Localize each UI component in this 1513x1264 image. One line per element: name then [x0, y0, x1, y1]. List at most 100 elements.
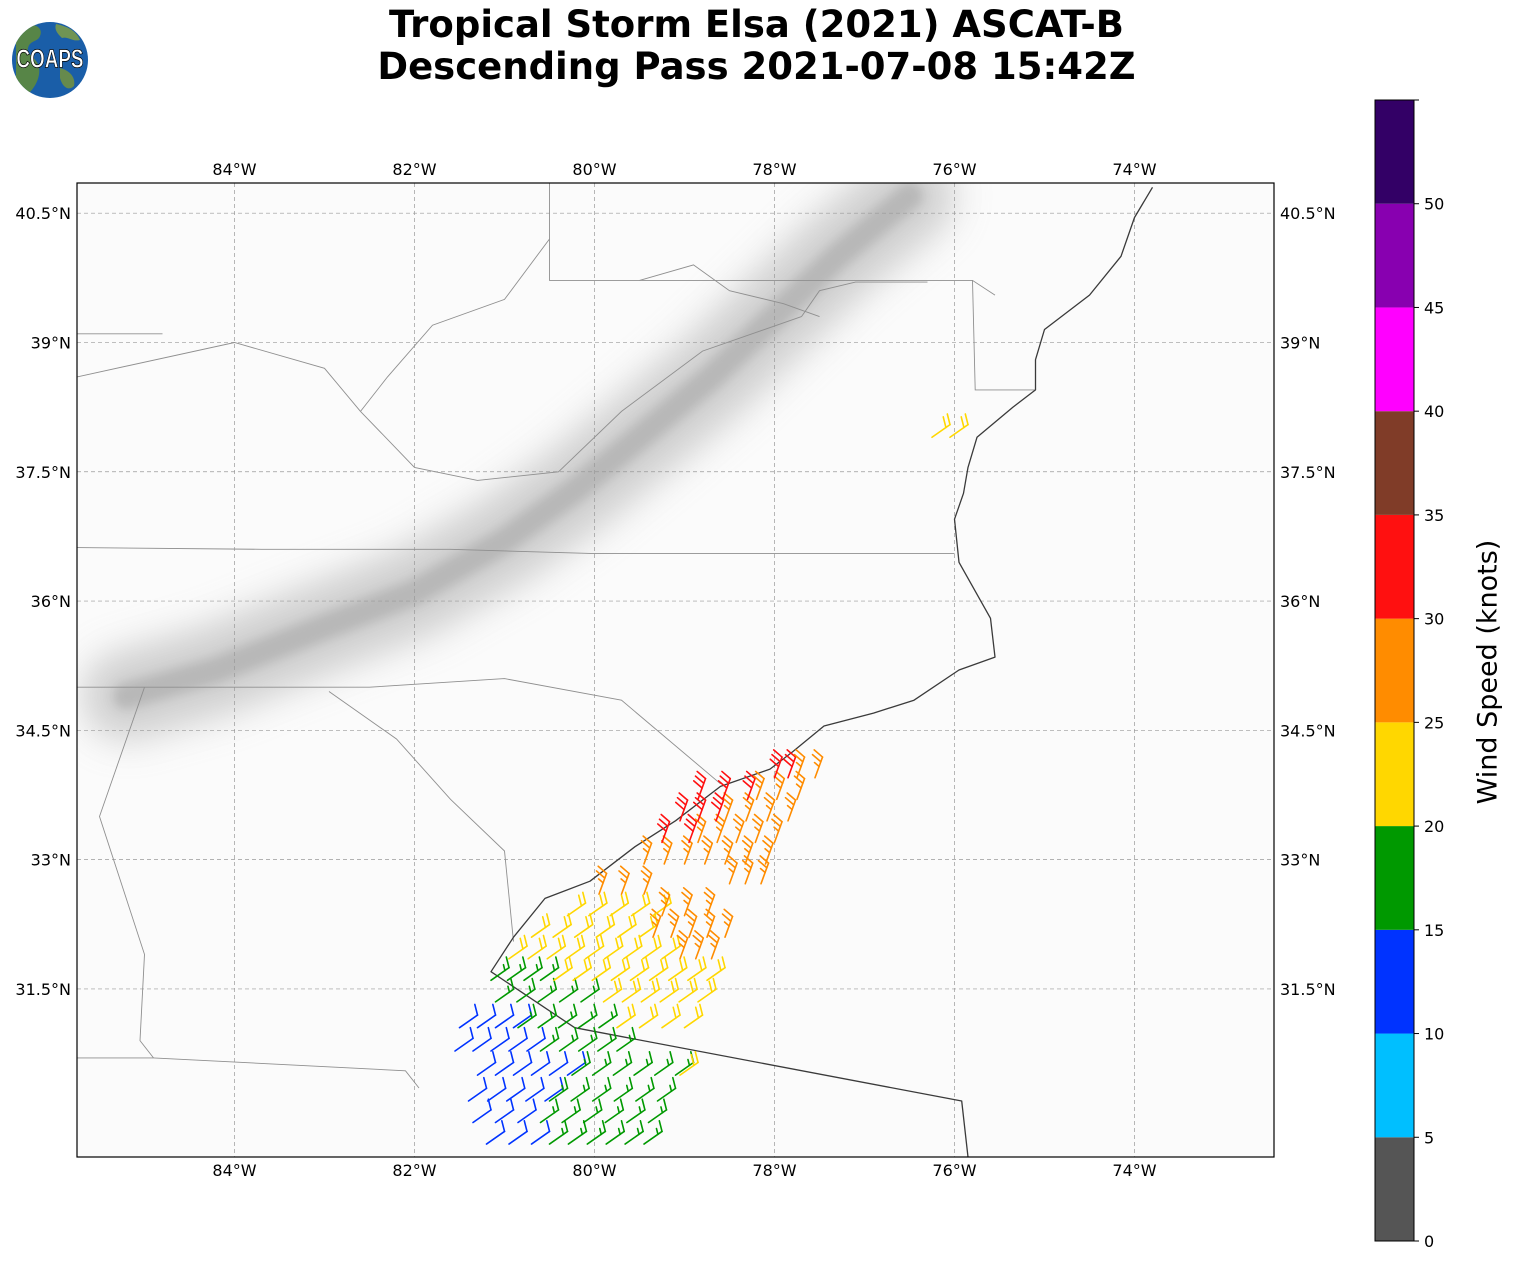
lon-ticks-top: 84°W 82°W 80°W 78°W 76°W 74°W — [212, 160, 1156, 179]
barb-flag — [627, 1006, 632, 1019]
barb-flag — [561, 934, 567, 947]
map-frame — [76, 182, 1275, 1158]
barb-staff — [494, 1061, 515, 1076]
barb-flag — [696, 792, 707, 801]
barb-flag — [694, 796, 705, 806]
barb-staff — [610, 966, 631, 982]
wind-barb — [526, 1026, 546, 1052]
wind-barb — [931, 413, 951, 439]
barb-flag — [681, 839, 692, 849]
colorbar — [1374, 99, 1415, 1242]
barb-flag — [567, 913, 572, 926]
wind-barb — [567, 1119, 588, 1145]
wind-barb — [633, 1051, 653, 1076]
barb-staff — [616, 1014, 636, 1029]
barb-staff — [744, 842, 754, 865]
barb-staff — [558, 988, 579, 1003]
wind-barb — [530, 1119, 551, 1145]
wind-barb — [643, 1119, 663, 1145]
barb-flag — [628, 1076, 634, 1090]
barb-flag — [732, 818, 743, 828]
wind-barb — [656, 1076, 677, 1102]
barb-flag — [678, 930, 689, 939]
barb-flag — [505, 1026, 510, 1040]
barb-staff — [530, 1130, 551, 1145]
barb-flag — [564, 1051, 569, 1064]
barb-flag — [743, 835, 754, 845]
barb-flag — [754, 770, 765, 780]
barb-staff — [604, 1109, 625, 1124]
lat-tick-label: 36°N — [1280, 592, 1320, 611]
barb-half-flag — [507, 985, 511, 993]
barb-staff — [508, 1037, 528, 1052]
wind-barb — [530, 913, 551, 939]
barb-flag — [752, 818, 762, 828]
barb-half-flag — [683, 847, 690, 854]
barb-flag — [717, 959, 722, 972]
state-border — [549, 183, 996, 296]
barb-flag — [606, 915, 612, 929]
barb-staff — [703, 842, 714, 865]
barb-flag — [593, 1026, 598, 1040]
barb-flag — [555, 956, 560, 969]
state-border — [360, 316, 802, 481]
colorbar-tick-label: 30 — [1424, 610, 1444, 629]
barb-half-flag — [683, 899, 690, 906]
barb-flag — [595, 870, 606, 879]
wind-barb — [674, 792, 689, 822]
barb-staff — [588, 902, 608, 917]
barb-flag — [685, 818, 696, 828]
barb-flag — [721, 839, 732, 849]
barb-staff — [508, 1130, 528, 1145]
wind-barb — [771, 813, 783, 844]
barb-staff — [605, 1130, 626, 1145]
barb-half-flag — [597, 878, 604, 884]
wind-barb — [577, 1003, 598, 1029]
barb-half-flag — [669, 921, 676, 927]
barb-flag — [742, 780, 753, 789]
barb-flag — [576, 1098, 581, 1111]
barb-staff — [516, 988, 536, 1003]
barb-flag — [546, 913, 551, 926]
barb-flag — [645, 956, 650, 969]
lat-tick-label: 33°N — [31, 851, 71, 870]
wind-barb — [558, 977, 579, 1003]
barb-flag — [634, 937, 639, 950]
barb-flag — [653, 937, 658, 950]
barb-flag — [699, 1003, 704, 1016]
wind-barb — [701, 835, 714, 865]
barb-flag — [542, 934, 547, 947]
barb-flag — [510, 1003, 515, 1016]
wind-barb — [516, 977, 536, 1003]
barb-staff — [512, 1061, 533, 1076]
barb-staff — [724, 799, 734, 822]
barb-flag — [712, 977, 717, 991]
barb-flag — [523, 1026, 528, 1040]
wind-barb — [565, 934, 586, 960]
wind-barb — [570, 1076, 590, 1102]
barb-flag — [705, 908, 716, 918]
barb-flag — [651, 980, 657, 993]
barb-flag — [683, 956, 688, 969]
barb-half-flag — [645, 1058, 649, 1067]
barb-half-flag — [582, 1084, 586, 1093]
barb-flag — [576, 937, 582, 950]
wind-barb — [494, 1098, 515, 1124]
barb-staff — [688, 915, 698, 939]
barb-flag — [689, 980, 694, 993]
barb-half-flag — [703, 847, 710, 854]
barb-staff — [517, 1109, 537, 1124]
barb-flag — [555, 1098, 560, 1111]
barb-staff — [537, 988, 558, 1003]
barb-flag — [745, 770, 756, 780]
barb-half-flag — [529, 1011, 533, 1019]
barb-staff — [539, 1037, 560, 1052]
barb-staff — [612, 1061, 633, 1076]
barb-half-flag — [595, 1106, 599, 1114]
barb-flag — [660, 839, 671, 849]
barb-staff — [697, 777, 707, 801]
barb-flag — [640, 959, 646, 972]
barb-flag — [521, 1076, 526, 1090]
wind-barb — [678, 977, 698, 1003]
lon-tick-label: 84°W — [212, 1161, 256, 1180]
